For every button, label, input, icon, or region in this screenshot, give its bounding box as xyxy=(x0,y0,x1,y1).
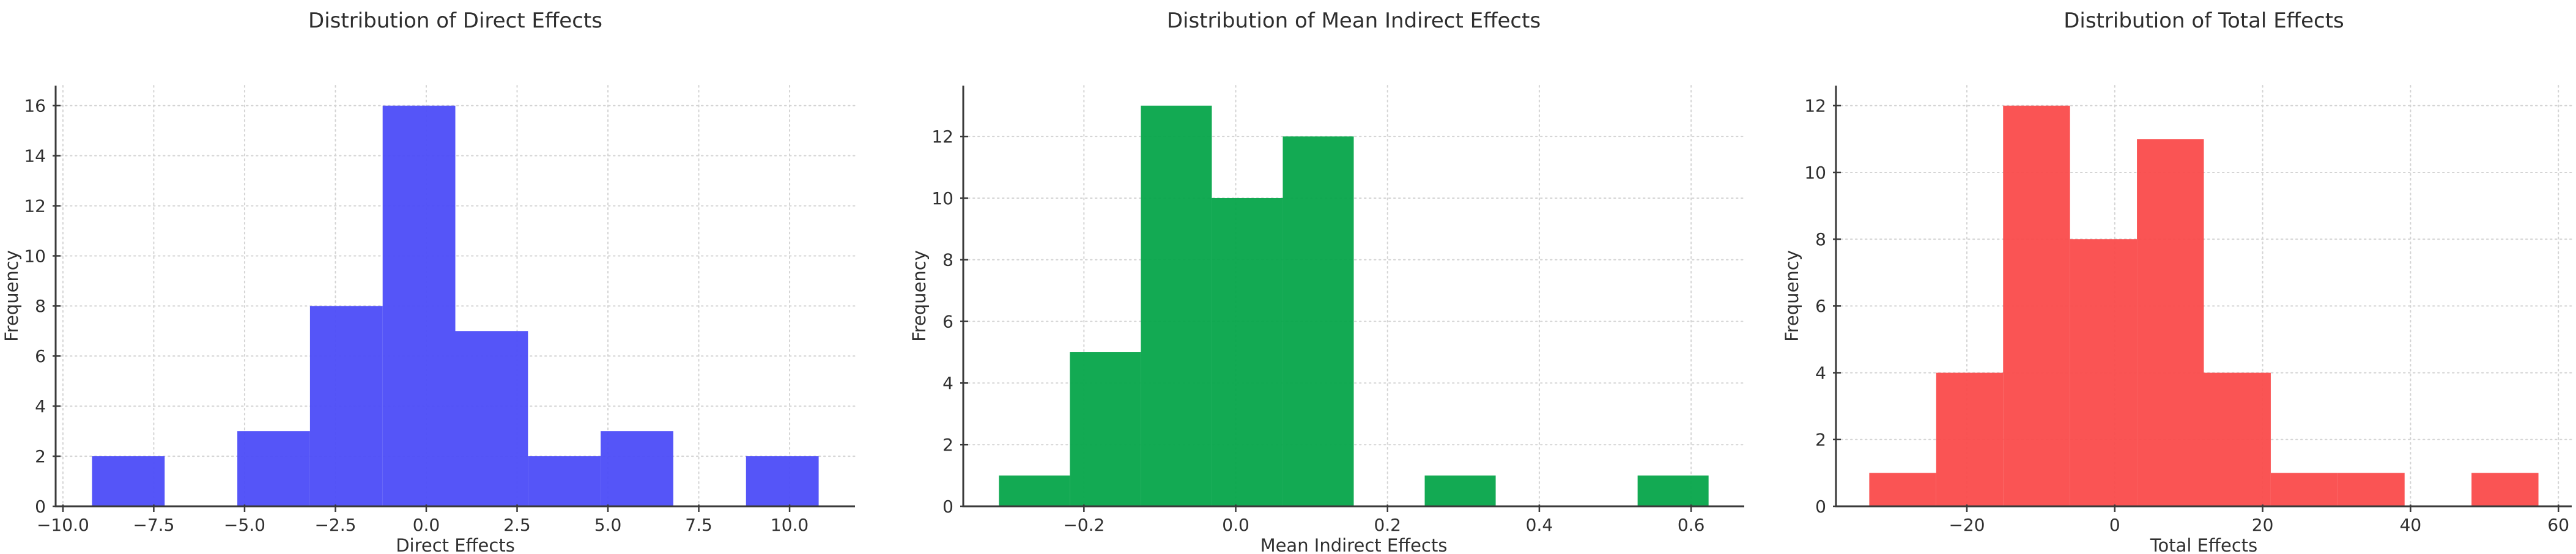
histogram-bar xyxy=(2204,372,2271,506)
x-axis-label: Mean Indirect Effects xyxy=(1260,535,1448,554)
y-tick-label: 0 xyxy=(1815,497,1826,517)
y-axis-label: Frequency xyxy=(1,250,22,342)
y-tick-label: 12 xyxy=(24,196,46,216)
tick-marks xyxy=(1833,105,2559,512)
y-tick-label: 0 xyxy=(942,497,953,517)
x-tick-labels: −0.2 0.0 0.2 0.4 0.6 xyxy=(1063,515,1704,535)
x-tick-label: 5.0 xyxy=(594,515,622,535)
y-tick-labels: 0 2 4 6 8 10 12 xyxy=(1804,96,1826,517)
x-tick-label: 0.2 xyxy=(1374,515,1401,535)
x-tick-label: −2.5 xyxy=(314,515,356,535)
histogram-bar xyxy=(2003,105,2070,506)
x-tick-label: −20 xyxy=(1949,515,1985,535)
y-tick-label: 4 xyxy=(942,373,953,393)
y-tick-label: 12 xyxy=(1804,96,1826,116)
histogram-bar xyxy=(528,456,601,506)
histogram-bar xyxy=(1637,475,1709,506)
chart-title: Distribution of Mean Indirect Effects xyxy=(1167,9,1541,33)
histogram-bar xyxy=(382,105,456,506)
x-tick-label: 7.5 xyxy=(685,515,712,535)
x-tick-labels: −20 0 20 40 60 xyxy=(1949,515,2569,535)
tick-marks xyxy=(960,135,1692,512)
y-tick-label: 6 xyxy=(1815,296,1826,316)
histogram-bar xyxy=(1936,372,2004,506)
chart-direct-effects: −10.0 −7.5 −5.0 −2.5 0.0 2.5 5.0 7.5 10.0 0 2 4 6 8 10… xyxy=(1,9,856,554)
x-tick-label: 0 xyxy=(2109,515,2120,535)
y-tick-label: 14 xyxy=(24,146,46,166)
y-tick-label: 8 xyxy=(1815,229,1826,249)
histogram-bar xyxy=(746,456,819,506)
histogram-bar xyxy=(1141,105,1212,506)
histogram-bar xyxy=(1070,352,1141,506)
spines xyxy=(1835,86,2572,508)
x-tick-label: −0.2 xyxy=(1063,515,1105,535)
y-tick-label: 2 xyxy=(1815,430,1826,450)
histogram-bar xyxy=(2070,239,2137,506)
x-tick-label: 0.6 xyxy=(1678,515,1705,535)
spines xyxy=(962,86,1744,508)
y-tick-label: 4 xyxy=(1815,363,1826,383)
y-tick-label: 2 xyxy=(35,446,46,467)
x-tick-label: −10.0 xyxy=(37,515,89,535)
gridlines xyxy=(55,85,856,507)
y-tick-labels: 0 2 4 6 8 10 12 14 16 xyxy=(24,96,46,517)
y-tick-label: 4 xyxy=(35,396,46,416)
y-axis-label: Frequency xyxy=(909,250,930,342)
y-tick-label: 10 xyxy=(1804,163,1826,183)
chart-mean-indirect-effects: −0.2 0.0 0.2 0.4 0.6 0 2 4 6 8 10 12 Mean Indirect E… xyxy=(909,9,1745,554)
y-tick-label: 8 xyxy=(35,296,46,316)
histogram-bar xyxy=(2137,139,2204,506)
x-tick-label: 60 xyxy=(2547,515,2569,535)
y-axis-label: Frequency xyxy=(1782,250,1802,342)
x-tick-labels: −10.0 −7.5 −5.0 −2.5 0.0 2.5 5.0 7.5 10.0 xyxy=(37,515,809,535)
histogram-bar xyxy=(2471,473,2539,506)
histogram-bar xyxy=(1424,475,1496,506)
histogram-bar xyxy=(999,475,1070,506)
x-tick-label: 0.4 xyxy=(1526,515,1553,535)
x-tick-label: 20 xyxy=(2252,515,2274,535)
y-tick-label: 2 xyxy=(942,435,953,455)
x-tick-label: 10.0 xyxy=(771,515,809,535)
y-tick-label: 6 xyxy=(35,346,46,366)
histogram-bar xyxy=(92,456,165,506)
histogram-bar xyxy=(1282,136,1354,506)
y-tick-label: 10 xyxy=(931,188,953,209)
y-tick-labels: 0 2 4 6 8 10 12 xyxy=(931,127,953,517)
chart-title: Distribution of Total Effects xyxy=(2063,9,2344,33)
x-axis-label: Direct Effects xyxy=(396,535,515,554)
y-tick-label: 10 xyxy=(24,246,46,266)
y-tick-label: 0 xyxy=(35,497,46,517)
y-tick-label: 6 xyxy=(942,311,953,331)
histogram-bar xyxy=(601,431,673,506)
chart-total-effects: −20 0 20 40 60 0 2 4 6 8 10 12 Total Effects Frequenc… xyxy=(1782,9,2572,554)
histogram-bar xyxy=(309,306,383,506)
histogram-bar xyxy=(1212,198,1283,506)
y-tick-label: 8 xyxy=(942,250,953,270)
x-axis-label: Total Effects xyxy=(2150,535,2258,554)
histogram-bar xyxy=(237,431,310,506)
y-tick-label: 16 xyxy=(24,96,46,116)
histogram-bars xyxy=(1869,105,2539,506)
y-tick-label: 12 xyxy=(931,127,953,147)
x-tick-label: 40 xyxy=(2400,515,2422,535)
tick-marks xyxy=(53,105,791,512)
histogram-bar xyxy=(2337,473,2405,506)
histogram-bars xyxy=(92,105,819,506)
x-tick-label: −5.0 xyxy=(224,515,265,535)
chart-title: Distribution of Direct Effects xyxy=(308,9,602,33)
x-tick-label: 0.0 xyxy=(1222,515,1249,535)
x-tick-label: 2.5 xyxy=(503,515,531,535)
histogram-bar xyxy=(1869,473,1936,506)
histogram-bar xyxy=(2270,473,2338,506)
histogram-bar xyxy=(455,331,528,506)
histogram-bars xyxy=(999,105,1709,506)
x-tick-label: 0.0 xyxy=(413,515,440,535)
x-tick-label: −7.5 xyxy=(133,515,174,535)
